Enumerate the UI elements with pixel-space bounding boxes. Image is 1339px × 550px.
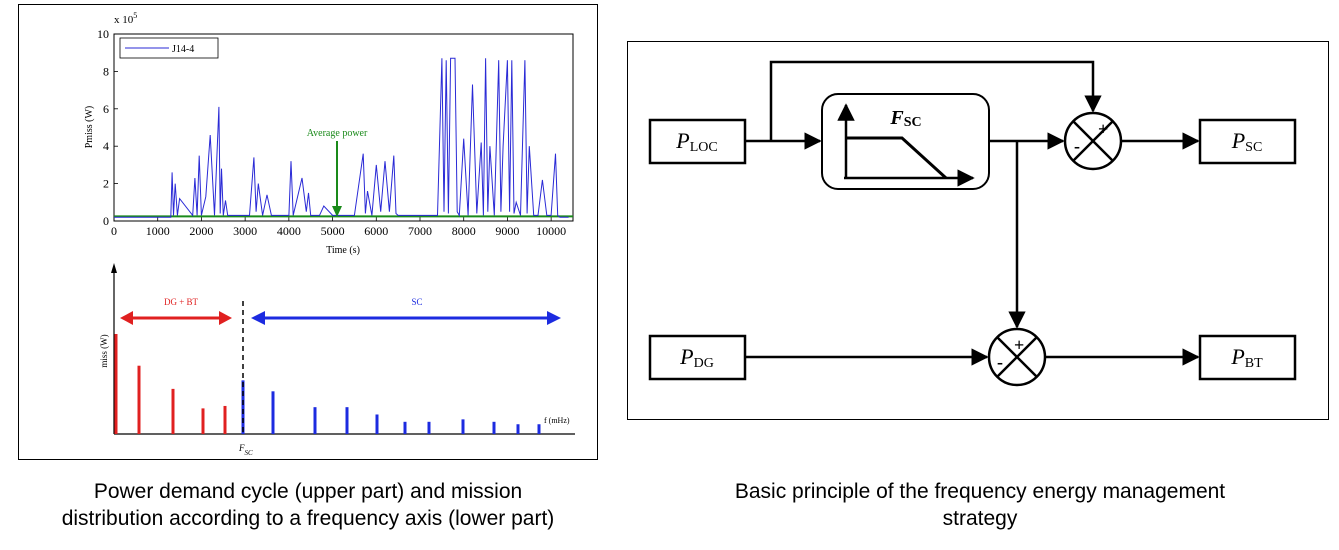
sc-arrow-left-head xyxy=(251,311,265,325)
dg-bt-arrow-right-head xyxy=(219,311,232,325)
upper-xlabel: Time (s) xyxy=(326,245,360,256)
right-caption: Basic principle of the frequency energy … xyxy=(640,478,1320,532)
y-tick-label: 4 xyxy=(103,139,109,153)
average-power-label: Average power xyxy=(307,128,368,139)
fsc-label: FSC xyxy=(238,443,253,457)
filter-label: FSC xyxy=(889,107,921,130)
dg-bt-bar xyxy=(223,405,227,434)
frequency-spectrum-chart: miss (W) f (mHz) FSC DG + BT SC xyxy=(99,263,575,457)
summing-junction-bottom: + - xyxy=(987,327,1047,387)
left-caption-line1: Power demand cycle (upper part) and miss… xyxy=(93,480,523,503)
x-tick-label: 4000 xyxy=(277,224,301,238)
filter-block-fsc: FSC xyxy=(821,93,990,190)
dg-bt-arrow-left-head xyxy=(120,311,133,325)
dg-bt-bar xyxy=(171,388,175,434)
p-sc-block: PSC xyxy=(1198,118,1297,165)
p-loc-block: PLOC xyxy=(648,118,747,165)
p-bt-label: PBT xyxy=(1230,344,1263,371)
sc-bar xyxy=(313,407,317,434)
sc-bar xyxy=(241,380,245,434)
left-caption-line2: distribution according to a frequency ax… xyxy=(61,507,555,530)
average-power-annotation: Average power xyxy=(307,128,368,217)
sc-arrow-right-head xyxy=(547,311,561,325)
p-sc-label: PSC xyxy=(1231,128,1263,155)
x-tick-label: 10000 xyxy=(536,224,566,238)
left-figure-panel: 0 2 4 6 8 10 0 1000 2000 3000 4000 5000 6000 7000 800… xyxy=(18,4,598,460)
x-tick-label: 5000 xyxy=(321,224,345,238)
right-caption-line2: strategy xyxy=(942,507,1018,530)
right-figure-panel: PLOC FSC + - PSC + - xyxy=(627,41,1329,420)
series-line-j14-4 xyxy=(114,57,569,218)
dg-bt-bar xyxy=(137,365,141,434)
p-dg-label: PDG xyxy=(679,344,714,371)
average-power-arrow-head xyxy=(332,206,342,217)
sc-bar xyxy=(375,414,379,434)
dg-bt-bar xyxy=(114,334,118,434)
y-tick-label: 6 xyxy=(103,102,109,116)
sc-bar xyxy=(271,391,275,434)
junction-top-minus: - xyxy=(1074,136,1080,156)
sc-bar xyxy=(427,421,431,434)
junction-bottom-plus: + xyxy=(1014,335,1024,355)
x-tick-label: 9000 xyxy=(495,224,519,238)
ploc-bypass-arrow xyxy=(769,60,1102,141)
lower-xlabel: f (mHz) xyxy=(544,416,570,425)
filter-response-curve xyxy=(846,136,948,180)
y-tick-label: 0 xyxy=(103,214,109,228)
x-tick-label: 0 xyxy=(111,224,117,238)
right-caption-line1: Basic principle of the frequency energy … xyxy=(734,480,1226,503)
block-diagram-svg: PLOC FSC + - PSC + - xyxy=(648,60,1297,387)
summing-junction-top: + - xyxy=(1063,111,1123,171)
y-multiplier: x 105 xyxy=(114,11,137,26)
junction-top-plus: + xyxy=(1098,119,1108,139)
y-tick-label: 10 xyxy=(97,27,109,41)
sc-bar xyxy=(345,407,349,434)
y-tick-label: 2 xyxy=(103,177,109,191)
junction-bottom-minus: - xyxy=(997,352,1003,372)
sc-bar xyxy=(537,424,541,434)
lower-y-axis-arrow xyxy=(111,263,117,273)
sc-bar xyxy=(461,419,465,434)
dg-bt-region-arrow: DG + BT xyxy=(120,297,232,325)
signal-connections xyxy=(745,60,1200,366)
dg-bt-bar xyxy=(201,408,205,434)
sc-bar xyxy=(492,421,496,434)
sc-bar xyxy=(516,424,520,434)
legend: J14-4 xyxy=(119,37,219,59)
p-bt-block: PBT xyxy=(1198,334,1297,381)
x-tick-label: 6000 xyxy=(364,224,388,238)
power-demand-chart: 0 2 4 6 8 10 0 1000 2000 3000 4000 5000 6000 7000 800… xyxy=(84,11,574,256)
sc-bar xyxy=(403,421,407,434)
sc-region-arrow: SC xyxy=(251,297,561,325)
legend-label: J14-4 xyxy=(172,44,194,55)
x-tick-label: 1000 xyxy=(146,224,170,238)
p-loc-label: PLOC xyxy=(675,128,717,155)
x-tick-label: 7000 xyxy=(408,224,432,238)
x-tick-label: 3000 xyxy=(233,224,257,238)
p-dg-block: PDG xyxy=(648,334,747,381)
sc-label: SC xyxy=(411,297,422,307)
x-tick-label: 8000 xyxy=(452,224,476,238)
x-tick-label: 2000 xyxy=(189,224,213,238)
left-figure-svg: 0 2 4 6 8 10 0 1000 2000 3000 4000 5000 6000 7000 800… xyxy=(84,11,575,457)
lower-ylabel: miss (W) xyxy=(99,334,109,367)
dg-bt-label: DG + BT xyxy=(164,297,199,307)
left-caption: Power demand cycle (upper part) and miss… xyxy=(18,478,598,532)
y-tick-label: 8 xyxy=(103,64,109,78)
upper-ylabel: Pmiss (W) xyxy=(84,106,95,149)
